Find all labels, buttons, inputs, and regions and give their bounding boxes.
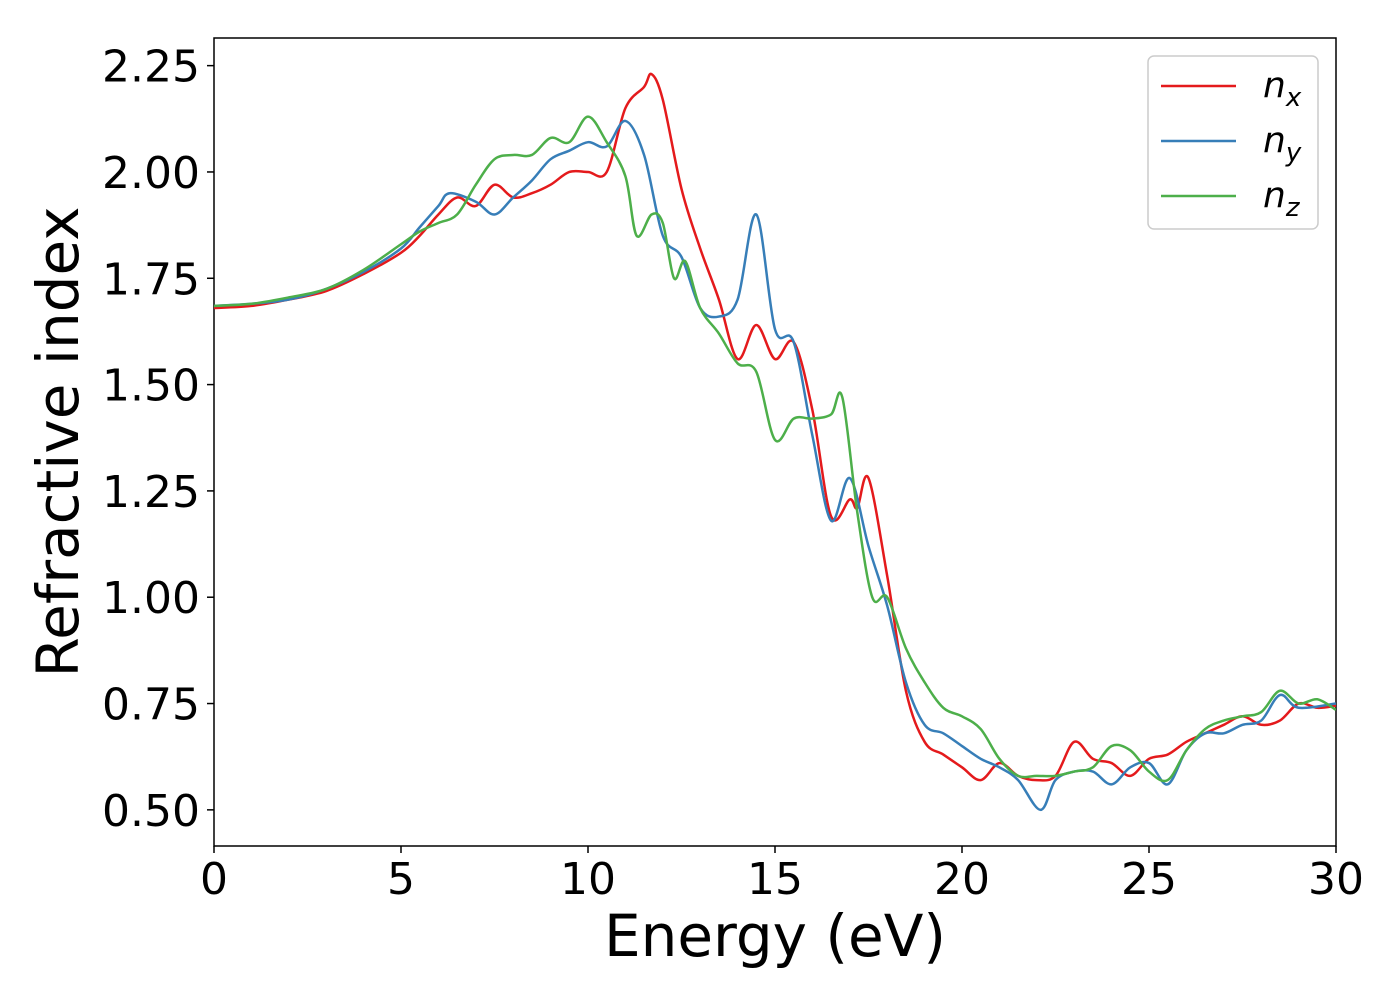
y-tick-label: 1.00 <box>102 573 200 624</box>
x-tick-label: 20 <box>934 854 990 905</box>
series-line-n-z <box>214 115 1336 783</box>
y-axis-ticks: 0.50 0.75 1.00 1.25 1.50 1.75 2.00 2.25 <box>102 42 214 837</box>
x-axis-ticks: 0 5 10 15 20 25 30 <box>200 846 1364 905</box>
y-tick-label: 2.00 <box>102 148 200 199</box>
x-tick-label: 25 <box>1121 854 1177 905</box>
x-axis-title: Energy (eV) <box>604 902 946 970</box>
x-tick-label: 30 <box>1308 854 1364 905</box>
legend-box <box>1147 55 1319 230</box>
legend-label-n-x: nx <box>1263 65 1302 113</box>
series-layer <box>214 72 1336 812</box>
y-tick-label: 1.75 <box>102 254 200 305</box>
y-tick-label: 1.50 <box>102 361 200 412</box>
y-axis-title: Refractive index <box>24 206 92 677</box>
x-tick-label: 0 <box>200 854 228 905</box>
series-line-n-y <box>214 119 1336 812</box>
series-line-n-x <box>214 72 1336 782</box>
legend: nx ny nz <box>1147 55 1319 230</box>
y-tick-label: 0.75 <box>102 680 200 731</box>
y-tick-label: 0.50 <box>102 786 200 837</box>
x-tick-label: 5 <box>387 854 415 905</box>
x-tick-label: 15 <box>747 854 803 905</box>
y-tick-label: 1.25 <box>102 467 200 518</box>
legend-label-n-z: nz <box>1263 175 1301 223</box>
y-tick-label: 2.25 <box>102 42 200 93</box>
legend-label-n-y: ny <box>1263 120 1302 168</box>
x-tick-label: 10 <box>560 854 616 905</box>
